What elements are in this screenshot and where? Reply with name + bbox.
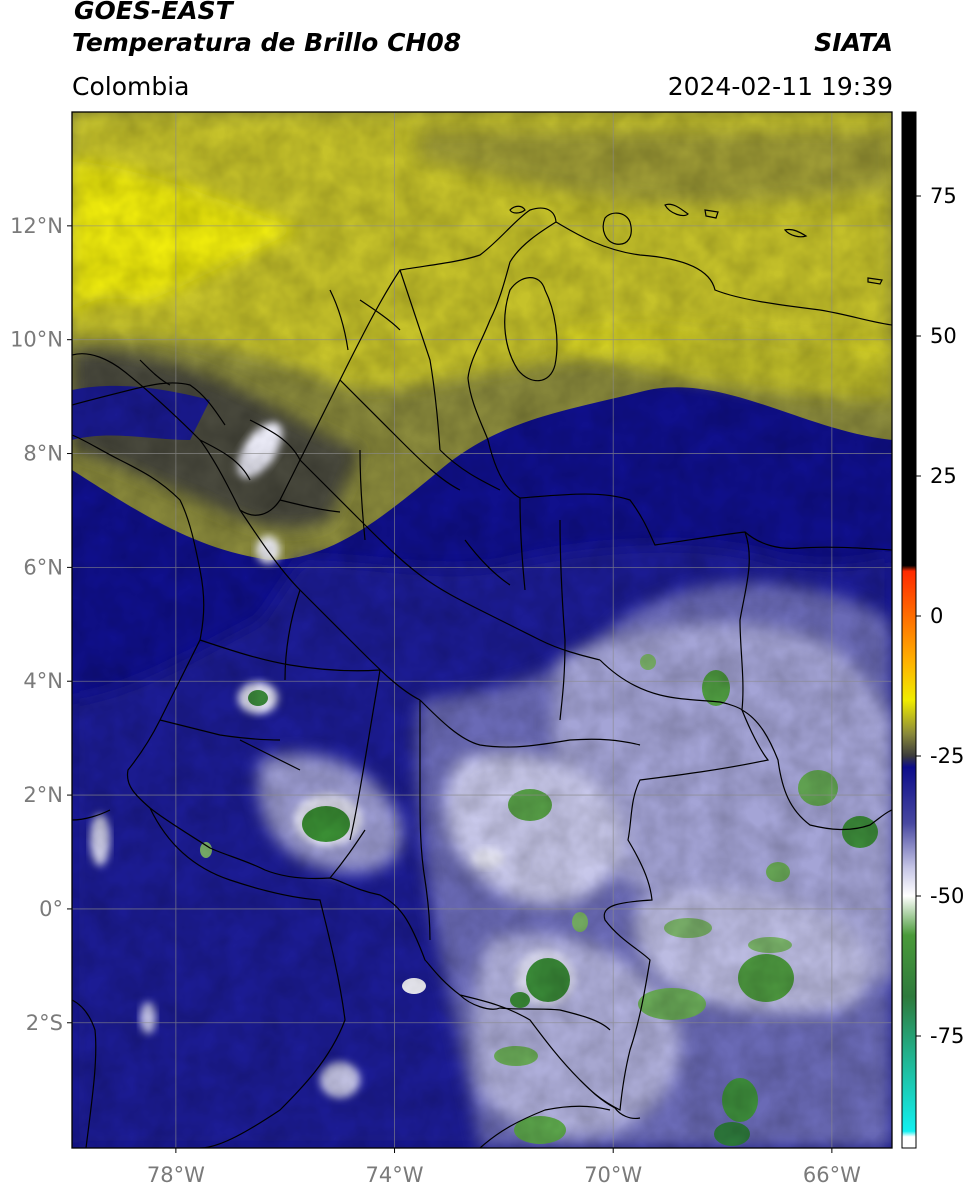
agency-label: SIATA (814, 28, 893, 57)
graticule (72, 112, 892, 1148)
colorbar-gradient (902, 112, 916, 1148)
lon-tick-label: 66°W (803, 1163, 861, 1187)
lat-tick-label: 10°N (10, 328, 63, 352)
colorbar-frame (901, 111, 917, 1149)
political-boundaries (72, 203, 892, 1148)
latitude-axis: 12°N 10°N 8°N 6°N 4°N 2°N 0° 2°S (10, 214, 72, 1035)
colorbar: 75 50 25 0 -25 -50 -75 (901, 111, 964, 1149)
lat-tick-label: 2°S (26, 1011, 63, 1035)
lat-tick-label: 6°N (23, 555, 63, 579)
satellite-title: GOES-EAST (74, 0, 233, 25)
colorbar-tick-label: -75 (930, 1024, 964, 1048)
colorbar-ticks: 75 50 25 0 -25 -50 -75 (916, 184, 964, 1048)
lat-tick-label: 4°N (23, 669, 63, 693)
lat-tick-label: 0° (39, 897, 63, 921)
colorbar-tick-label: -50 (930, 884, 964, 908)
colorbar-tick-label: 50 (930, 324, 957, 348)
longitude-axis: 78°W 74°W 70°W 66°W (147, 1148, 861, 1187)
lon-tick-label: 78°W (147, 1163, 205, 1187)
satellite-imagery (72, 112, 892, 1148)
colorbar-tick-label: 75 (930, 184, 957, 208)
colorbar-tick-label: -25 (930, 744, 964, 768)
region-label: Colombia (72, 72, 190, 101)
colorbar-tick-label: 25 (930, 464, 957, 488)
lat-tick-label: 8°N (23, 442, 63, 466)
datetime-label: 2024-02-11 19:39 (667, 72, 893, 101)
lon-tick-label: 74°W (366, 1163, 424, 1187)
map-frame (71, 111, 893, 1149)
colorbar-tick-label: 0 (930, 604, 943, 628)
lon-tick-label: 70°W (584, 1163, 642, 1187)
lat-tick-label: 12°N (10, 214, 63, 238)
lat-tick-label: 2°N (23, 783, 63, 807)
product-title: Temperatura de Brillo CH08 (72, 28, 462, 57)
